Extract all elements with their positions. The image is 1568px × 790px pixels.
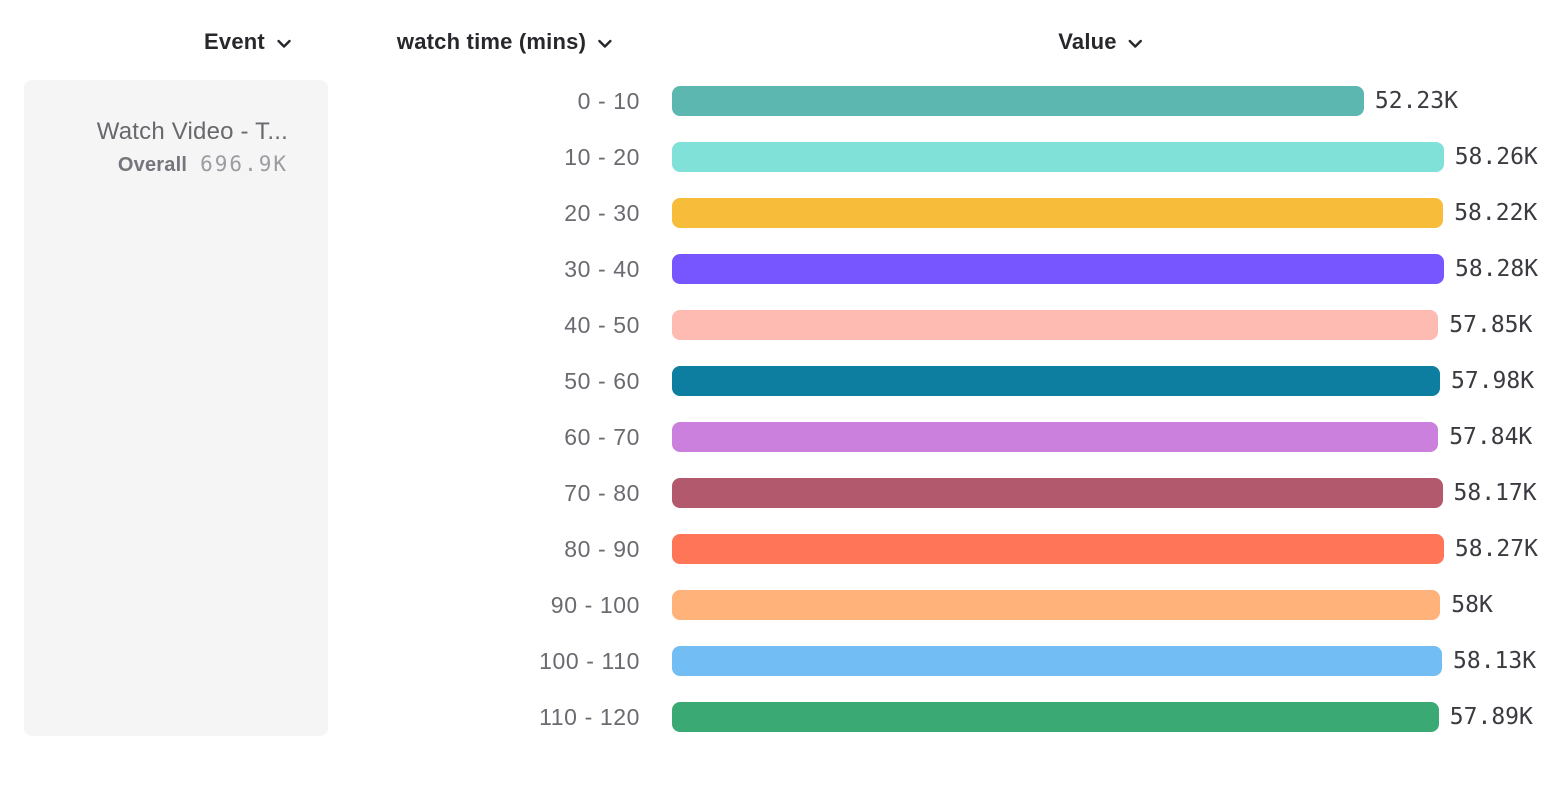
bar[interactable] (672, 590, 1441, 620)
chart-row: 20 - 30 58.22K (0, 185, 1568, 241)
column-header-breakdown[interactable]: watch time (mins) (397, 26, 613, 58)
event-title: Watch Video - T... (96, 118, 288, 145)
category-label: 80 - 90 (564, 535, 640, 562)
value-label: 57.89K (1449, 704, 1533, 730)
chart-row: 10 - 20 58.26K (0, 129, 1568, 185)
chart-row: 110 - 120 57.89K (0, 689, 1568, 745)
overall-row: Overall 696.9K (44, 151, 288, 180)
bar[interactable] (672, 310, 1439, 340)
value-label: 58K (1451, 592, 1493, 618)
category-label: 110 - 120 (539, 703, 640, 730)
chart-row: 50 - 60 57.98K (0, 353, 1568, 409)
value-label: 58.27K (1454, 536, 1538, 562)
bar[interactable] (672, 198, 1444, 228)
chart-row: 100 - 110 58.13K (0, 633, 1568, 689)
value-label: 57.98K (1451, 368, 1535, 394)
bar[interactable] (672, 422, 1439, 452)
category-label: 20 - 30 (564, 199, 640, 226)
value-label: 58.26K (1454, 144, 1538, 170)
category-label: 100 - 110 (539, 647, 640, 674)
value-label: 58.13K (1453, 648, 1537, 674)
bar[interactable] (672, 478, 1443, 508)
chevron-down-icon (1129, 39, 1143, 48)
bar[interactable] (672, 534, 1444, 564)
chart-row: 60 - 70 57.84K (0, 409, 1568, 465)
category-label: 30 - 40 (564, 255, 640, 282)
value-label: 58.17K (1453, 480, 1537, 506)
overall-value: 696.9K (200, 152, 288, 176)
value-label: 58.28K (1455, 256, 1539, 282)
chart-row: 80 - 90 58.27K (0, 521, 1568, 577)
value-label: 58.22K (1454, 200, 1538, 226)
bar[interactable] (672, 366, 1440, 396)
value-label: 52.23K (1374, 88, 1458, 114)
chevron-down-icon (598, 39, 612, 48)
chart-row: 0 - 10 52.23K (0, 73, 1568, 129)
chart-row: 40 - 50 57.85K (0, 297, 1568, 353)
chevron-down-icon (277, 39, 291, 48)
category-label: 0 - 10 (577, 87, 640, 114)
chart-row: 30 - 40 58.28K (0, 241, 1568, 297)
bar[interactable] (672, 702, 1439, 732)
column-header-value-label: Value (1058, 29, 1117, 54)
column-header-event[interactable]: Event (204, 26, 292, 58)
column-header-event-label: Event (204, 29, 265, 54)
column-header-breakdown-label: watch time (mins) (396, 29, 587, 54)
category-label: 40 - 50 (564, 311, 640, 338)
chart-row: 90 - 100 58K (0, 577, 1568, 633)
chart-row: 70 - 80 58.17K (0, 465, 1568, 521)
overall-label: Overall (117, 154, 188, 176)
bar[interactable] (672, 86, 1364, 116)
category-label: 50 - 60 (564, 367, 640, 394)
value-label: 57.85K (1449, 312, 1533, 338)
category-label: 10 - 20 (564, 143, 640, 170)
category-label: 70 - 80 (564, 479, 640, 506)
bar[interactable] (672, 646, 1442, 676)
event-card[interactable]: Watch Video - T... Overall 696.9K (24, 80, 328, 736)
bar-chart: 0 - 10 52.23K 10 - 20 58.26K 20 - 30 58.22K 30… (0, 73, 1568, 745)
category-label: 90 - 100 (550, 591, 640, 618)
value-label: 57.84K (1449, 424, 1533, 450)
column-header-value[interactable]: Value (1058, 26, 1143, 58)
bar[interactable] (672, 254, 1444, 284)
category-label: 60 - 70 (564, 423, 640, 450)
bar[interactable] (672, 142, 1444, 172)
